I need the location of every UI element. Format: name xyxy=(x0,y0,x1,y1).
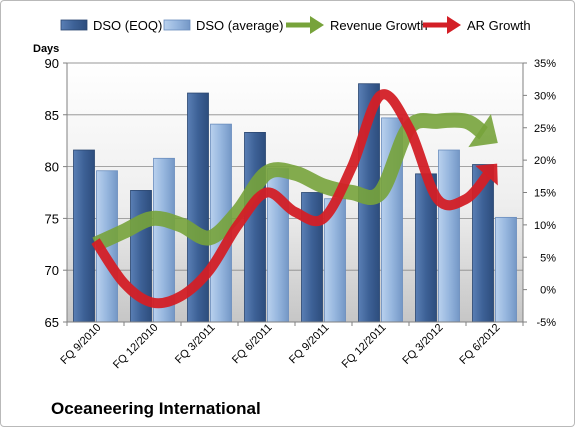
y-right-tick-label: 25% xyxy=(534,123,556,135)
y-left-tick-label: 70 xyxy=(45,263,59,278)
y-right-tick-label: 35% xyxy=(534,58,556,70)
y-right-tick-label: 15% xyxy=(534,188,556,200)
y-right-tick-label: -5% xyxy=(536,317,556,329)
x-tick-label: FQ 6/2012 xyxy=(457,322,502,367)
y-right-tick-label: 10% xyxy=(534,220,556,232)
y-right-tick-label: 20% xyxy=(534,155,556,167)
x-tick-label: FQ 12/2010 xyxy=(111,322,161,372)
bar-dso-eoq xyxy=(244,132,266,323)
legend-arrow-revenue-growth xyxy=(310,16,324,34)
x-tick-label: FQ 3/2012 xyxy=(400,322,445,367)
growth-arrows xyxy=(91,89,498,309)
bar-dso-average xyxy=(495,216,517,323)
company-title: Oceaneering International xyxy=(51,399,261,418)
x-tick-label: FQ 9/2011 xyxy=(287,322,332,367)
x-tick-label: FQ 6/2011 xyxy=(230,322,275,367)
y-left-tick-label: 85 xyxy=(45,108,59,123)
revenue-growth-line xyxy=(92,112,489,252)
y-left-tick-label: 90 xyxy=(45,56,59,71)
y-left-tick-label: 80 xyxy=(45,160,59,175)
y-right-tick-label: 5% xyxy=(540,252,556,264)
x-tick-label: FQ 3/2011 xyxy=(173,322,218,367)
legend-swatch-dso-average xyxy=(163,19,191,31)
bar-dso-average xyxy=(438,149,460,323)
legend-label: DSO (EOQ) xyxy=(93,18,162,33)
y-axis-title: Days xyxy=(33,43,59,55)
revenue-growth-arrowhead xyxy=(468,114,498,148)
legend: DSO (EOQ) DSO (average) Revenue Growth AR G… xyxy=(60,16,531,34)
y-right-tick-label: 30% xyxy=(534,90,556,102)
x-tick-label: FQ 9/2010 xyxy=(58,322,103,367)
ar-growth-arrowhead xyxy=(475,163,498,186)
y-left-tick-label: 75 xyxy=(45,211,59,226)
ar-growth-line xyxy=(91,89,493,309)
y-left-tick-label: 65 xyxy=(45,315,59,330)
legend-swatch-dso-eoq xyxy=(60,19,88,31)
legend-label: DSO (average) xyxy=(196,18,283,33)
bar-dso-eoq xyxy=(73,149,95,323)
legend-arrow-ar-growth xyxy=(447,16,461,34)
x-tick-label: FQ 12/2011 xyxy=(340,322,389,371)
legend-label: Revenue Growth xyxy=(330,18,428,33)
y-right-tick-label: 0% xyxy=(540,285,556,297)
legend-label: AR Growth xyxy=(467,18,531,33)
